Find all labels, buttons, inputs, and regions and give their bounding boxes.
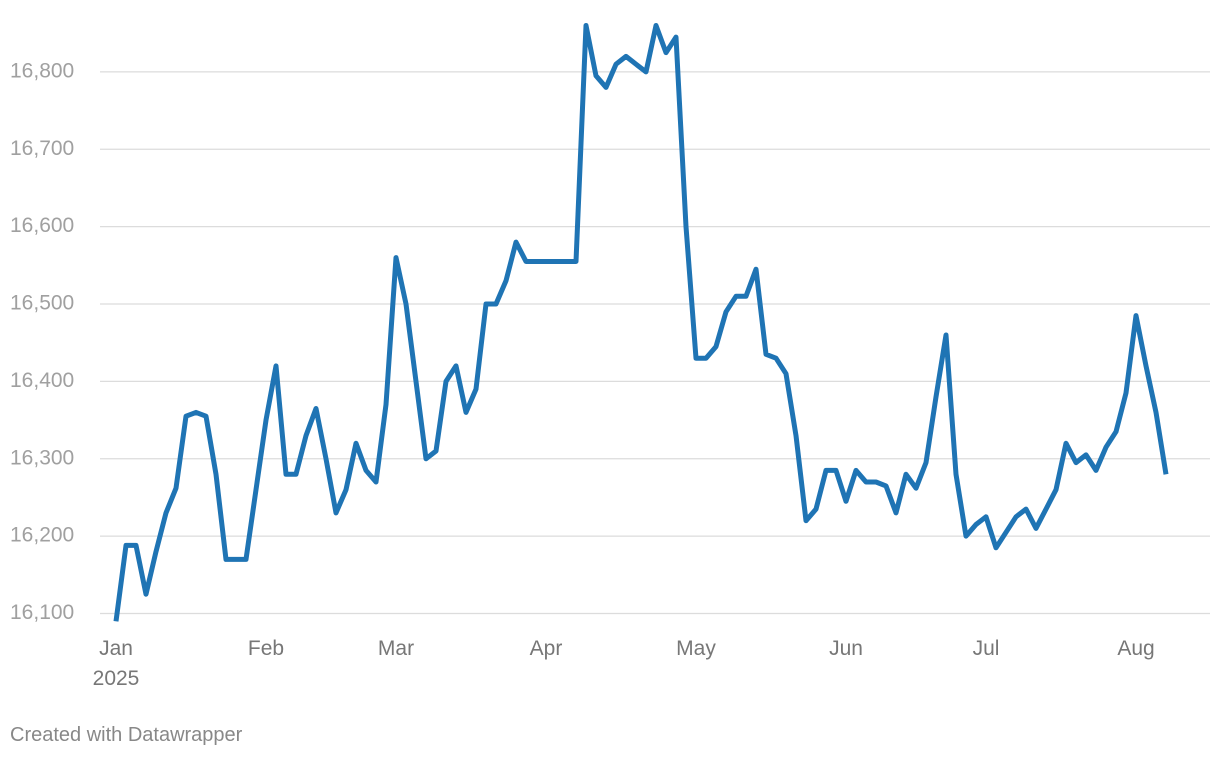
x-tick-label: Jan 2025 [92,637,140,690]
y-tick-label: 16,700 [10,137,74,160]
x-tick-label: Jul [972,637,1000,660]
x-tick-label: Mar [377,637,415,660]
x-tick-label: Feb [247,637,285,660]
y-tick-label: 16,200 [10,524,74,547]
y-tick-label: 16,400 [10,369,74,392]
y-tick-label: 16,800 [10,59,74,82]
chart: 16,100 16,200 16,300 16,400 16,500 16,600 16,7… [10,23,1210,624]
y-tick-label: 16,100 [10,601,74,624]
footer: Created with Datawrapper [10,724,243,746]
y-tick-label: 16,500 [10,292,74,315]
x-tick-label: May [676,637,716,660]
x-tick-label: Apr [529,637,563,660]
y-tick-label: 16,600 [10,214,74,237]
x-tick-label: Jun [829,637,863,660]
y-tick-label: 16,300 [10,446,74,469]
data-line [113,23,1169,622]
x-tick-label: Aug [1117,637,1155,660]
